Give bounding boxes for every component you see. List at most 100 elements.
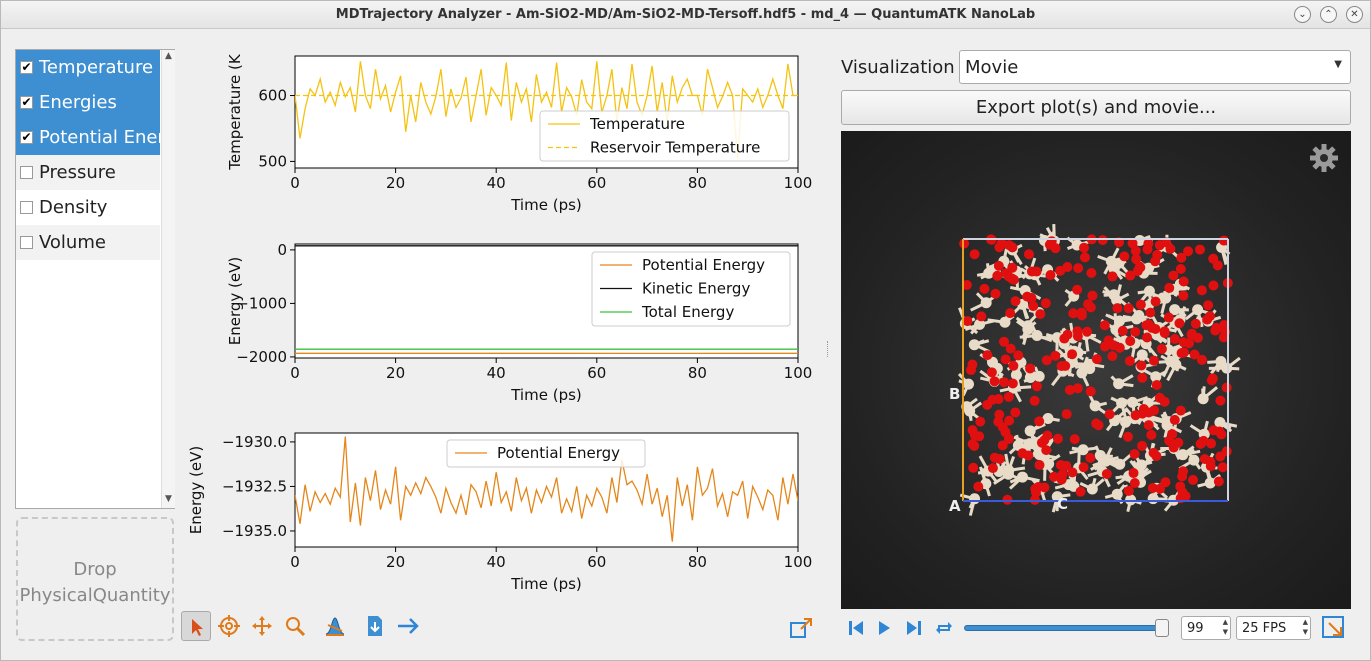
silicon-atom (1111, 488, 1123, 500)
oxygen-atom (1148, 355, 1159, 366)
oxygen-atom (1072, 326, 1083, 337)
oxygen-atom (1004, 415, 1015, 426)
silicon-atom (1133, 309, 1145, 321)
skip-end-icon[interactable] (903, 617, 925, 639)
oxygen-atom (959, 238, 970, 249)
quantity-checkbox[interactable] (20, 236, 33, 249)
oxygen-atom (969, 249, 980, 260)
molecule-viewer[interactable]: B A C (841, 131, 1351, 609)
oxygen-atom (994, 242, 1005, 253)
splitter-handle[interactable] (827, 341, 831, 357)
silicon-atom (1108, 289, 1120, 301)
series-line (295, 61, 798, 159)
oxygen-atom (1206, 438, 1217, 449)
spin-down-icon[interactable]: ▼ (1302, 628, 1308, 636)
drop-physical-quantity-zone[interactable]: Drop PhysicalQuantity (16, 517, 174, 641)
maximize-button[interactable]: ⌃ (1320, 6, 1337, 23)
export-movie-icon[interactable] (1321, 615, 1347, 641)
silicon-atom (968, 339, 980, 351)
oxygen-atom (1035, 309, 1046, 320)
x-tick-label: 0 (290, 364, 300, 382)
oxygen-atom (961, 280, 972, 291)
oxygen-atom (969, 440, 980, 451)
oxygen-atom (993, 260, 1004, 271)
quantity-item[interactable]: ✔ Potential Energy (16, 120, 160, 155)
oxygen-atom (1142, 332, 1153, 343)
skip-start-icon[interactable] (845, 617, 867, 639)
scroll-up-icon[interactable]: ▲ (165, 51, 172, 61)
spin-up-icon[interactable]: ▲ (1302, 618, 1308, 626)
quantity-checkbox[interactable]: ✔ (20, 130, 33, 144)
quantity-item[interactable]: Pressure (16, 155, 160, 190)
oxygen-atom (1204, 311, 1215, 322)
pan-button[interactable] (247, 611, 277, 641)
close-button[interactable]: ✕ (1346, 6, 1363, 23)
oxygen-atom (1175, 405, 1186, 416)
silicon-atom (1116, 397, 1128, 409)
scroll-down-icon[interactable]: ▼ (165, 494, 172, 504)
oxygen-atom (1007, 262, 1018, 273)
x-tick-label: 40 (487, 174, 506, 192)
quantity-checkbox[interactable] (20, 166, 33, 179)
quantity-item[interactable]: ✔ Temperature (16, 50, 160, 85)
list-scrollbar[interactable]: ▲ ▼ (161, 50, 175, 508)
crosshair-icon (218, 615, 240, 637)
oxygen-atom (1137, 372, 1148, 383)
quantity-checkbox[interactable] (20, 201, 33, 214)
quantity-item[interactable]: Density (16, 190, 160, 225)
export-data-button[interactable] (360, 611, 390, 641)
gear-icon[interactable] (1309, 143, 1339, 173)
y-tick-label: −1932.5 (222, 477, 287, 495)
frame-slider[interactable] (964, 625, 1164, 631)
spin-up-icon[interactable]: ▲ (1222, 618, 1228, 626)
silicon-atom (1188, 454, 1200, 466)
oxygen-atom (1083, 299, 1094, 310)
chart-3 (290, 432, 799, 552)
oxygen-atom (1000, 354, 1011, 365)
quantity-item[interactable]: Volume (16, 225, 160, 260)
oxygen-atom (1017, 448, 1028, 459)
oxygen-atom (1067, 349, 1078, 360)
oxygen-atom (1041, 445, 1052, 456)
oxygen-atom (1028, 301, 1039, 312)
oxygen-atom (1076, 307, 1087, 318)
quantity-checkbox[interactable]: ✔ (20, 95, 33, 109)
minimize-button[interactable]: ⌄ (1294, 6, 1311, 23)
silicon-atom (964, 405, 976, 417)
fit-peak-button[interactable] (320, 611, 350, 641)
quantity-checkbox[interactable]: ✔ (20, 60, 33, 74)
silicon-atom (1192, 304, 1204, 316)
frame-spinbox[interactable]: 99 ▲ ▼ (1181, 616, 1231, 640)
oxygen-atom (1091, 354, 1102, 365)
quantity-item[interactable]: ✔ Energies (16, 85, 160, 120)
oxygen-atom (1130, 245, 1141, 256)
chevron-down-icon: ▼ (1334, 59, 1342, 70)
oxygen-atom (965, 365, 976, 376)
export-plot-movie-button[interactable]: Export plot(s) and movie... (841, 90, 1351, 125)
visualization-select[interactable]: Movie ▼ (959, 50, 1351, 84)
oxygen-atom (1119, 251, 1130, 262)
y-tick-label: −2000 (236, 348, 287, 366)
structure-render[interactable]: B A C (841, 131, 1351, 609)
oxygen-atom (1029, 494, 1040, 505)
crosshair-button[interactable] (214, 611, 244, 641)
oxygen-atom (1099, 320, 1110, 331)
quantity-list: ✔ Temperature ✔ Energies ✔ Potential Energy Pr… (15, 49, 175, 509)
loop-icon[interactable] (933, 617, 955, 639)
spin-down-icon[interactable]: ▼ (1222, 628, 1228, 636)
oxygen-atom (1136, 360, 1147, 371)
oxygen-atom (994, 409, 1005, 420)
silicon-atom (1221, 362, 1233, 374)
send-to-button[interactable] (393, 611, 423, 641)
oxygen-atom (1008, 360, 1019, 371)
oxygen-atom (1142, 244, 1153, 255)
oxygen-atom (1159, 327, 1170, 338)
expand-plot-button[interactable] (789, 615, 815, 641)
fps-spinbox[interactable]: 25 FPS ▲ ▼ (1236, 616, 1311, 640)
chart-1 (290, 55, 799, 173)
play-icon[interactable] (873, 617, 895, 639)
frame-slider-handle[interactable] (1155, 619, 1169, 637)
zoom-button[interactable] (280, 611, 310, 641)
select-pointer-button[interactable] (181, 611, 211, 641)
